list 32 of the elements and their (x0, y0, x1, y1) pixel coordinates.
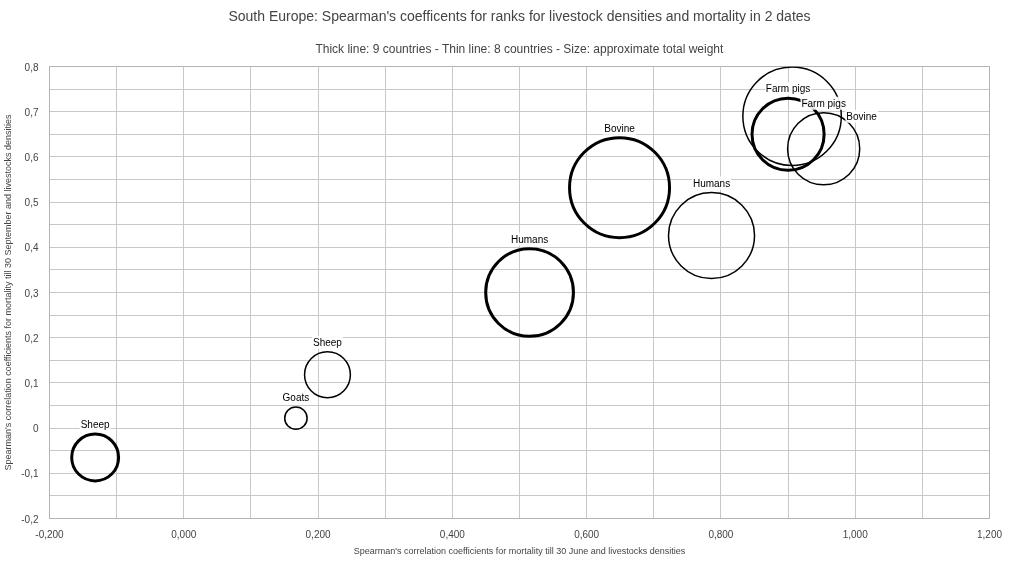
x-axis-title: Spearman's correlation coefficients for mortality till 30 June and livestocks densities (353, 545, 686, 556)
y-axis-title: Spearman's correlation coefficients for mortality till 30 September and livestocks densities (3, 113, 14, 471)
y-tick-label: -0,2 (21, 513, 39, 525)
y-tick-label: 0,6 (24, 151, 39, 163)
chart-title: South Europe: Spearman's coefficents for ranks for livestock densities and mortality in 2 dates (228, 7, 811, 24)
x-tick-label: 0,800 (708, 528, 734, 540)
x-tick-label: 0,600 (574, 528, 600, 540)
x-tick-label: -0,200 (35, 528, 65, 540)
y-tick-label: -0,1 (21, 468, 39, 480)
data-label: Sheep (80, 419, 111, 431)
data-label: Farm pigs (765, 83, 811, 95)
x-tick-label: 0,400 (439, 528, 466, 540)
data-label: Bovine (604, 122, 636, 134)
data-label: Humans (510, 233, 549, 245)
y-tick-label: 0,3 (24, 287, 39, 299)
chart-subtitle: Thick line: 9 countries - Thin line: 8 countries - Size: approximate total weight (315, 41, 725, 56)
x-tick-label: 1,200 (976, 528, 1003, 540)
y-tick-label: 0,8 (24, 61, 39, 73)
data-label: Goats (282, 391, 310, 403)
data-label: Sheep (313, 336, 343, 348)
data-label: Bovine (846, 110, 878, 122)
y-tick-label: 0 (32, 423, 39, 435)
y-tick-label: 0,1 (24, 377, 39, 389)
x-tick-label: 0,200 (305, 528, 332, 540)
x-tick-label: 1,000 (842, 528, 869, 540)
y-tick-label: 0,4 (24, 242, 39, 254)
y-tick-label: 0,5 (24, 197, 39, 209)
x-tick-label: 0,000 (171, 528, 197, 540)
data-label: Farm pigs (801, 97, 846, 109)
y-tick-label: 0,2 (24, 332, 39, 344)
y-tick-label: 0,7 (24, 106, 39, 118)
data-label: Humans (692, 177, 731, 189)
